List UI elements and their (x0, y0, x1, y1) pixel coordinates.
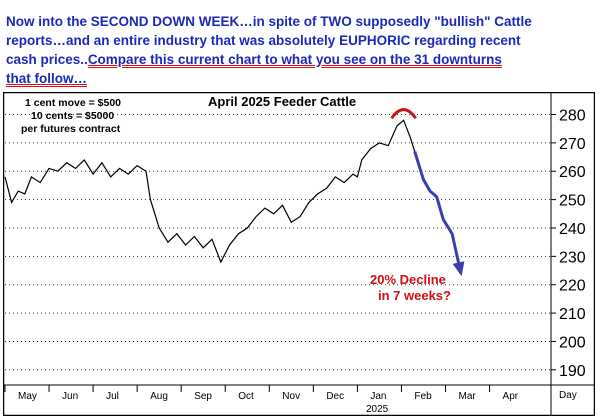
y-tick-label-280: 280 (559, 108, 586, 125)
annotation-line-2: in 7 weeks? (378, 288, 451, 303)
y-tick-label-260: 260 (559, 164, 586, 181)
chart-frame (3, 92, 595, 416)
price-chart: 190 200 210 220 230 240 250 260 270 280 May Jun Jul… (3, 92, 595, 416)
annotation-line-1: 20% Decline (370, 272, 446, 287)
header-line-3: cash prices..Compare this current chart … (6, 50, 586, 69)
x-tick-label-Aug: Aug (150, 391, 168, 402)
x-tick-label-Apr: Apr (503, 391, 519, 402)
x-axis-ticks: May Jun Jul Aug Sep Oct Nov Dec Jan Feb Mar Apr (4, 385, 519, 402)
x-tick-label-Oct: Oct (238, 391, 254, 402)
header-link-follow[interactable]: that follow… (6, 71, 87, 86)
chart-title: April 2025 Feeder Cattle (208, 94, 356, 109)
y-axis-ticks: 190 200 210 220 230 240 250 260 270 280 (551, 108, 586, 380)
header-line-2: reports…and an entire industry that was … (6, 33, 521, 48)
x-tick-label-Mar: Mar (458, 391, 476, 402)
day-unit-label: Day (559, 390, 577, 401)
x-tick-label-Dec: Dec (326, 391, 344, 402)
y-tick-label-250: 250 (559, 193, 586, 210)
price-line (4, 119, 416, 264)
y-tick-label-240: 240 (559, 221, 586, 238)
note-line-1: 1 cent move = $500 (25, 97, 121, 109)
x-tick-label-Jun: Jun (62, 391, 78, 402)
x-tick-label-Sep: Sep (194, 391, 212, 402)
note-line-2: 10 cents = $5000 (31, 110, 114, 122)
y-tick-label-230: 230 (559, 249, 586, 266)
y-tick-label-210: 210 (559, 306, 586, 323)
y-tick-label-200: 200 (559, 334, 586, 351)
x-tick-label-Feb: Feb (414, 391, 432, 402)
chart-container: 190 200 210 220 230 240 250 260 270 280 May Jun Jul… (3, 92, 595, 416)
note-line-3: per futures contract (21, 123, 121, 135)
commentary-header: Now into the SECOND DOWN WEEK…in spite o… (6, 12, 586, 88)
year-label: 2025 (366, 404, 389, 415)
x-tick-label-Jan: Jan (370, 391, 386, 402)
top-arc-marker (390, 108, 417, 120)
x-tick-label-May: May (18, 391, 37, 402)
y-tick-label-190: 190 (559, 363, 586, 380)
grid-lines (5, 114, 551, 371)
x-tick-label-Jul: Jul (106, 391, 119, 402)
header-link-compare[interactable]: Compare this current chart to what you s… (87, 52, 502, 67)
header-line-3-plain: cash prices.. (6, 52, 88, 67)
header-line-4: that follow… (6, 69, 586, 88)
y-tick-label-270: 270 (559, 136, 586, 153)
y-tick-label-220: 220 (559, 278, 586, 295)
projection-arrowhead (452, 261, 465, 277)
x-tick-label-Nov: Nov (282, 391, 300, 402)
header-line-1: Now into the SECOND DOWN WEEK…in spite o… (6, 14, 532, 29)
projection-arrow-line (413, 150, 463, 274)
